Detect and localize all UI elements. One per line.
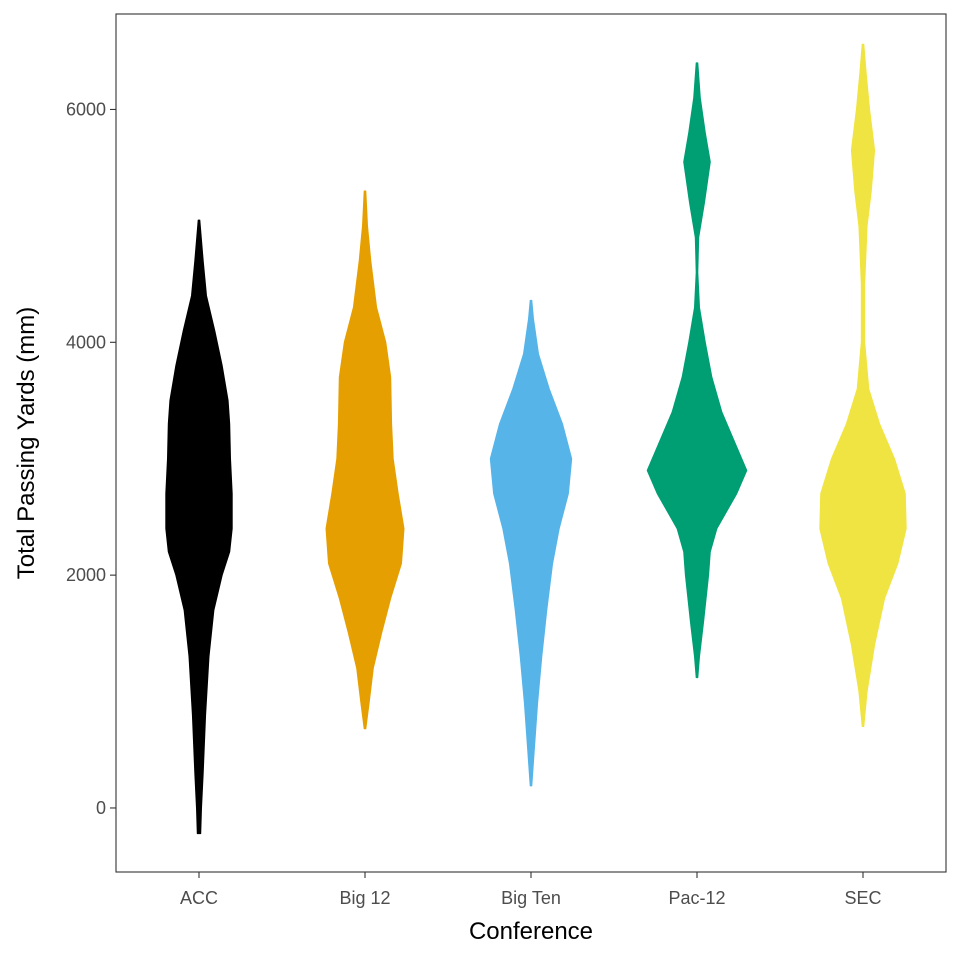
x-tick-label: SEC xyxy=(844,888,881,908)
violin-sec xyxy=(819,43,907,727)
y-tick-label: 0 xyxy=(96,798,106,818)
y-axis-title: Total Passing Yards (mm) xyxy=(13,307,40,580)
x-axis-title: Conference xyxy=(469,918,593,945)
y-axis: 0 2000 4000 6000 xyxy=(66,99,116,818)
x-tick-label: Big Ten xyxy=(501,888,561,908)
x-tick-label: Pac-12 xyxy=(668,888,725,908)
y-tick-label: 2000 xyxy=(66,565,106,585)
y-tick-label: 4000 xyxy=(66,332,106,352)
x-tick-label: Big 12 xyxy=(339,888,390,908)
violin-acc xyxy=(165,219,233,835)
x-tick-label: ACC xyxy=(180,888,218,908)
y-tick-label: 6000 xyxy=(66,99,106,119)
violin-big-ten xyxy=(489,299,573,787)
violins-layer xyxy=(165,43,907,835)
x-axis: ACC Big 12 Big Ten Pac-12 SEC xyxy=(180,872,882,908)
violin-pac-12 xyxy=(646,62,748,679)
violin-big-12 xyxy=(325,190,405,730)
